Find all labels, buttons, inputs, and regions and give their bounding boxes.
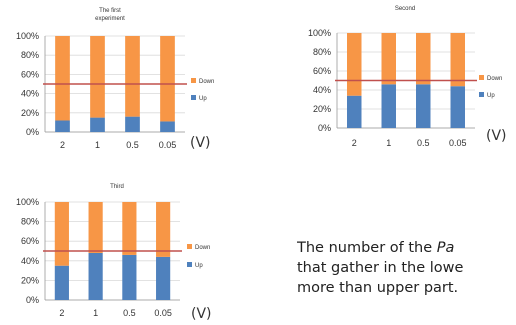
x-tick-label: 0.5: [126, 140, 139, 150]
chart-title-line: Second: [395, 6, 415, 12]
bar-down: [88, 202, 103, 253]
y-tick-label: 40%: [21, 89, 39, 99]
bar-down: [416, 33, 431, 85]
bar-up: [90, 117, 105, 132]
y-tick-label: 0%: [26, 295, 39, 305]
unit-label: (V): [486, 128, 507, 144]
bar-up: [160, 121, 175, 132]
legend-label-down: Down: [195, 245, 210, 251]
y-tick-label: 0%: [26, 127, 39, 137]
x-tick-label: 0.5: [123, 308, 136, 318]
chart-third: Third 0% 20% 40% 60% 80% 100% 2 1 0.5 0.05 Down Up (V…: [16, 184, 212, 322]
chart-title-line: The first: [99, 8, 121, 14]
legend-label-down: Down: [487, 76, 502, 82]
bar-up: [88, 252, 103, 300]
x-tick-label: 0.5: [417, 138, 430, 148]
legend-swatch-down: [191, 78, 196, 83]
chart-title-line: Third: [110, 184, 124, 190]
y-tick-label: 40%: [21, 256, 39, 266]
chart-first-experiment: The first experiment 0% 20% 40% 60% 80% 100% 2 1 0…: [16, 8, 214, 151]
caption-line-1-italic: Pa: [436, 240, 455, 256]
bar-up: [347, 95, 362, 128]
caption-line-2: that gather in the lowe: [297, 260, 464, 276]
legend-label-up: Up: [487, 93, 495, 99]
legend-swatch-up: [479, 92, 484, 97]
legend-label-up: Up: [195, 263, 203, 269]
x-tick-label: 2: [59, 308, 64, 318]
caption-line-3: more than upper part.: [297, 280, 459, 296]
y-tick-label: 80%: [21, 50, 39, 60]
unit-label: (V): [190, 135, 211, 151]
bar-up: [450, 86, 465, 128]
y-tick-label: 20%: [21, 108, 39, 118]
y-tick-label: 100%: [308, 28, 331, 38]
y-tick-label: 0%: [318, 123, 331, 133]
y-tick-label: 100%: [16, 197, 39, 207]
x-tick-label: 2: [60, 140, 65, 150]
bar-up: [122, 254, 137, 300]
x-tick-label: 0.05: [449, 138, 467, 148]
unit-label: (V): [191, 306, 212, 322]
legend-swatch-down: [187, 244, 192, 249]
y-tick-label: 60%: [313, 66, 331, 76]
legend-label-down: Down: [199, 79, 214, 85]
caption-line-1-text: The number of the: [297, 240, 437, 256]
legend-swatch-up: [191, 95, 196, 100]
bar-up: [156, 256, 171, 300]
bar-down: [54, 202, 69, 266]
bar-down: [156, 202, 171, 257]
x-tick-label: 1: [93, 308, 98, 318]
bar-up: [381, 84, 396, 128]
bar-down: [122, 202, 137, 255]
bar-up: [416, 84, 431, 128]
bar-down: [160, 36, 175, 122]
bar-down: [55, 36, 70, 121]
x-tick-label: 2: [352, 138, 357, 148]
x-tick-label: 0.05: [159, 140, 177, 150]
bar-up: [55, 120, 70, 132]
y-tick-label: 20%: [21, 275, 39, 285]
y-tick-label: 60%: [21, 69, 39, 79]
caption-line-1: The number of the Pa: [297, 238, 516, 258]
bar-down: [347, 33, 362, 96]
chart-title-line: experiment: [95, 16, 125, 22]
bar-down: [90, 36, 105, 118]
legend-swatch-up: [187, 262, 192, 267]
y-tick-label: 20%: [313, 104, 331, 114]
y-tick-label: 80%: [21, 217, 39, 227]
bar-down: [125, 36, 140, 117]
y-tick-label: 60%: [21, 236, 39, 246]
x-tick-label: 1: [386, 138, 391, 148]
y-tick-label: 40%: [313, 85, 331, 95]
x-tick-label: 1: [95, 140, 100, 150]
caption-text: The number of the Pa that gather in the …: [297, 238, 516, 298]
legend-label-up: Up: [199, 96, 207, 102]
y-tick-label: 100%: [16, 31, 39, 41]
bar-up: [125, 116, 140, 132]
bar-down: [450, 33, 465, 87]
y-tick-label: 80%: [313, 47, 331, 57]
x-tick-label: 0.05: [154, 308, 172, 318]
chart-second: Second 0% 20% 40% 60% 80% 100% 2 1 0.5 0.05 Down Up (…: [308, 6, 507, 148]
legend-swatch-down: [479, 75, 484, 80]
bar-up: [54, 265, 69, 300]
bar-down: [381, 33, 396, 85]
